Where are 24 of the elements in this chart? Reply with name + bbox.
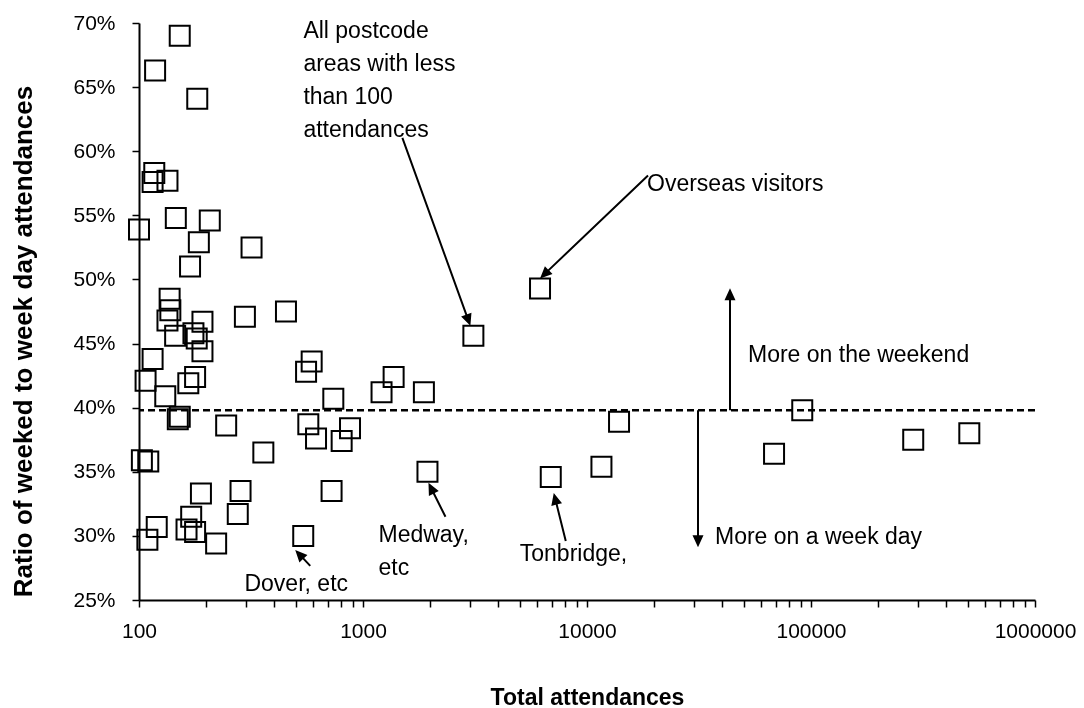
annotation: More on a week day bbox=[715, 523, 923, 550]
y-tick-label: 60% bbox=[73, 138, 116, 162]
y-tick-label: 65% bbox=[73, 74, 116, 98]
x-axis-title: Total attendances bbox=[490, 683, 685, 708]
y-tick-label: 45% bbox=[73, 331, 116, 355]
annotation: Medway, etc bbox=[378, 520, 469, 580]
annotation: Tonbridge, bbox=[519, 539, 628, 566]
y-axis-title: Ratio of weeked to week day attendances bbox=[7, 85, 38, 598]
x-tick-label: 10000 bbox=[558, 618, 617, 642]
x-tick-label: 100 bbox=[121, 618, 158, 642]
y-tick-label: 40% bbox=[73, 395, 116, 419]
y-tick-label: 50% bbox=[73, 266, 116, 290]
annotation: Overseas visitors bbox=[647, 170, 824, 197]
x-tick-label: 1000000 bbox=[994, 618, 1077, 642]
annotation: Dover, etc bbox=[244, 569, 349, 596]
y-tick-label: 35% bbox=[73, 459, 116, 483]
y-tick-label: 55% bbox=[73, 202, 116, 226]
x-tick-label: 100000 bbox=[776, 618, 847, 642]
y-tick-label: 30% bbox=[73, 523, 116, 547]
annotation: More on the weekend bbox=[748, 341, 970, 368]
x-tick-label: 1000 bbox=[340, 618, 387, 642]
y-tick-label: 70% bbox=[73, 10, 116, 34]
annotation: All postcode areas with less than 100 attendances bbox=[303, 16, 456, 142]
y-tick-label: 25% bbox=[73, 587, 116, 611]
